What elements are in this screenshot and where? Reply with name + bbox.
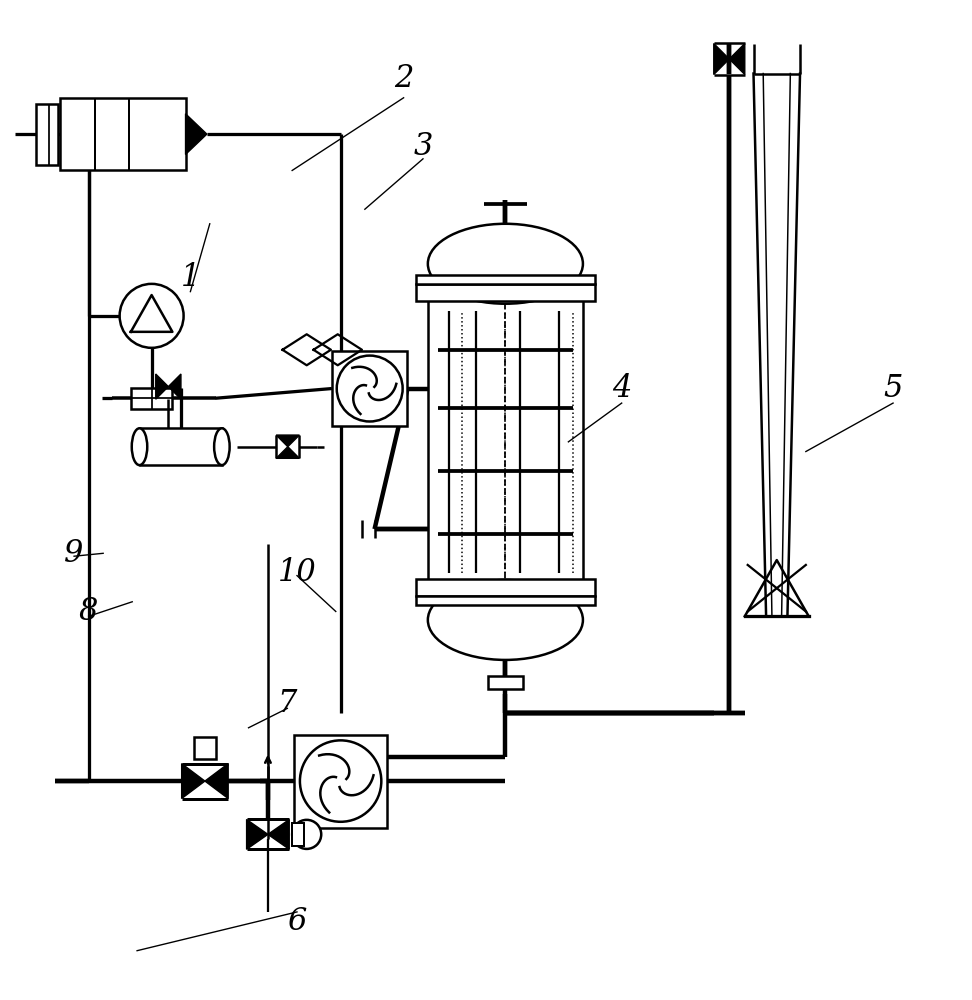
Bar: [428, 296, 583, 587]
Polygon shape: [276, 447, 299, 458]
Polygon shape: [729, 43, 745, 75]
Ellipse shape: [214, 428, 229, 465]
Text: 4: 4: [612, 373, 632, 404]
Text: 6: 6: [288, 906, 307, 937]
Bar: [416, 284, 595, 301]
Polygon shape: [156, 374, 168, 399]
Bar: [131, 388, 172, 409]
Text: 10: 10: [278, 557, 316, 588]
Circle shape: [336, 356, 402, 421]
Bar: [295, 735, 387, 828]
Polygon shape: [182, 764, 205, 799]
Ellipse shape: [428, 224, 583, 304]
Bar: [416, 596, 595, 605]
Text: 5: 5: [884, 373, 903, 404]
Bar: [59, 98, 186, 170]
Text: 2: 2: [394, 63, 413, 94]
Bar: [488, 676, 523, 689]
Bar: [194, 737, 216, 759]
Text: 1: 1: [181, 262, 200, 293]
Circle shape: [293, 820, 321, 849]
Polygon shape: [205, 764, 228, 799]
Polygon shape: [268, 819, 290, 849]
Polygon shape: [276, 435, 299, 447]
Ellipse shape: [132, 428, 147, 465]
Polygon shape: [186, 114, 207, 154]
Text: 7: 7: [278, 688, 297, 719]
Bar: [331, 351, 407, 426]
Bar: [293, 823, 304, 846]
Polygon shape: [247, 819, 268, 849]
Polygon shape: [131, 295, 172, 332]
Polygon shape: [713, 43, 729, 75]
Circle shape: [300, 740, 381, 822]
Ellipse shape: [428, 580, 583, 660]
Text: 8: 8: [79, 596, 98, 627]
Bar: [36, 104, 57, 165]
Polygon shape: [168, 374, 181, 399]
Bar: [140, 428, 222, 465]
Bar: [416, 275, 595, 284]
Text: 3: 3: [413, 131, 433, 162]
Text: 9: 9: [64, 538, 84, 569]
Circle shape: [120, 284, 184, 348]
Bar: [416, 579, 595, 596]
